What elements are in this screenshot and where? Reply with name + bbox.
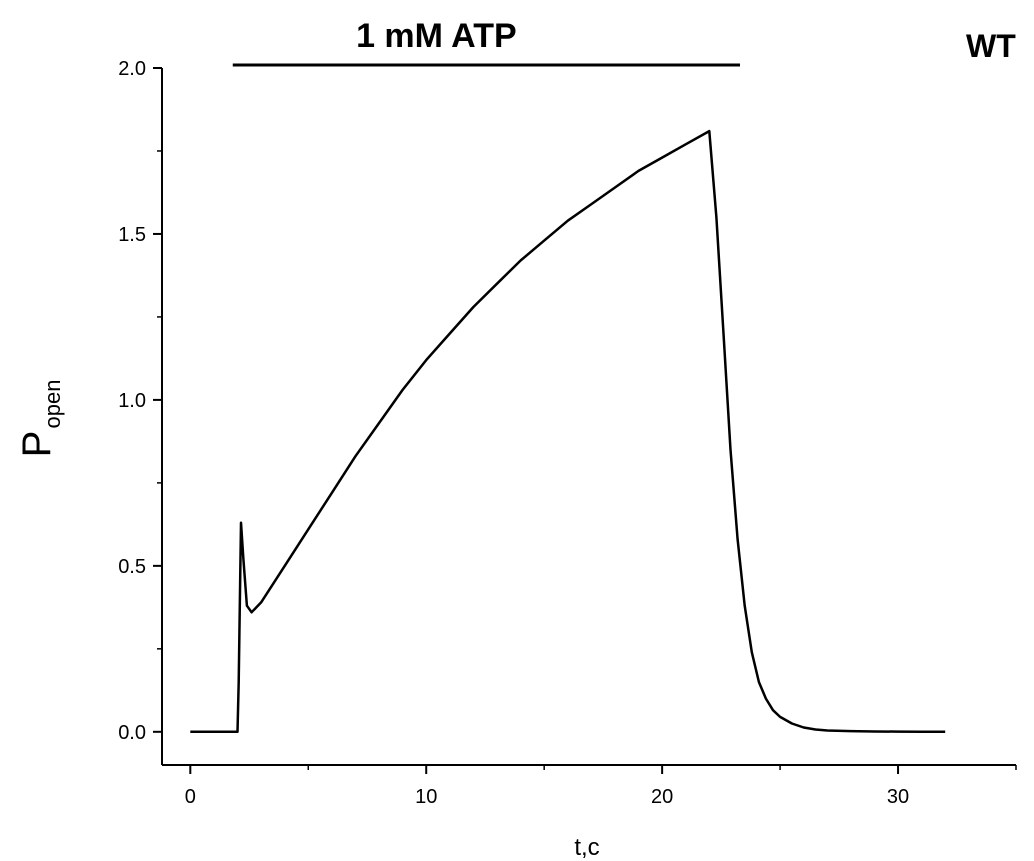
y-tick-label: 0.0 xyxy=(118,722,146,744)
panel-label: WT xyxy=(966,28,1016,64)
y-tick-label: 2.0 xyxy=(118,58,146,80)
x-axis-title: t,c xyxy=(574,834,599,861)
x-tick-label: 30 xyxy=(887,786,909,808)
x-tick-label: 0 xyxy=(185,786,196,808)
series-line xyxy=(190,129,946,734)
tick-labels: 0 10 20 30 0.0 0.5 1.0 1.5 2.0 xyxy=(118,58,909,808)
y-tick-label: 1.0 xyxy=(118,390,146,412)
x-tick-label: 10 xyxy=(415,786,437,808)
x-tick-label: 20 xyxy=(651,786,673,808)
y-axis-title-sub: open xyxy=(40,380,65,429)
ticks xyxy=(153,67,1017,774)
y-tick-label: 1.5 xyxy=(118,224,146,246)
axes xyxy=(161,68,1016,766)
y-tick-label: 0.5 xyxy=(118,556,146,578)
annotation-label: 1 mM ATP xyxy=(356,17,517,55)
y-axis-title: P open xyxy=(15,380,65,458)
y-axis-title-main: P xyxy=(15,431,59,458)
